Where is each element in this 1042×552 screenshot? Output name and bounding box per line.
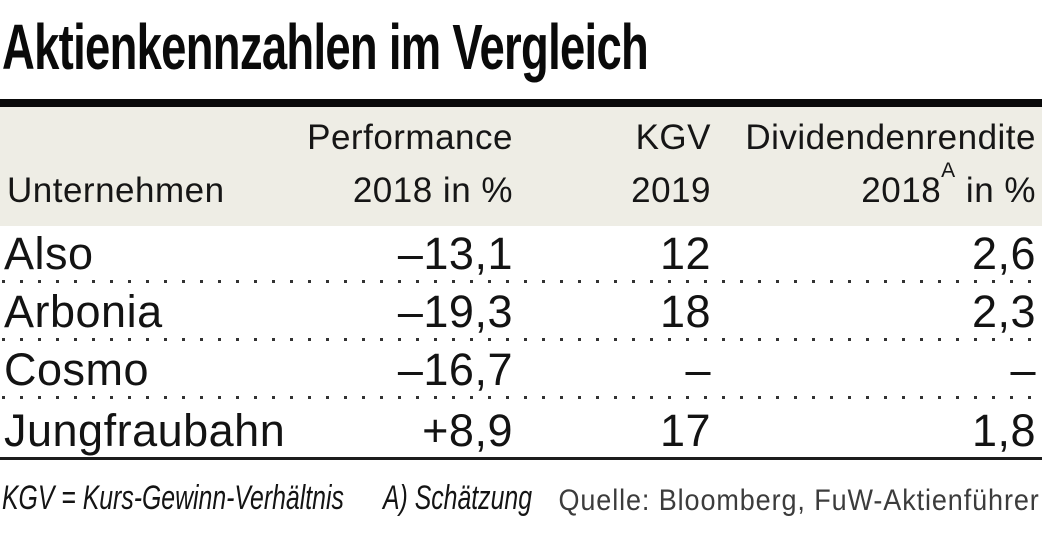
kgv-cell: 12 bbox=[659, 228, 711, 279]
unit-label: in % bbox=[955, 171, 1036, 210]
kgv-cell: – bbox=[685, 344, 711, 395]
table-header-row: Unternehmen Performance 2018 in % KGV 20… bbox=[0, 107, 1042, 226]
table-row: Arbonia –19,3 18 2,3 bbox=[0, 284, 1042, 338]
source-credit: Quelle: Bloomberg, FuW-Aktienführer bbox=[558, 484, 1040, 517]
company-cell: Arbonia bbox=[4, 286, 163, 337]
column-header-label: 2019 bbox=[631, 171, 711, 210]
column-header-label: KGV bbox=[635, 118, 711, 157]
column-header-unternehmen: Unternehmen bbox=[0, 107, 285, 226]
column-header-performance: Performance 2018 in % bbox=[285, 107, 513, 226]
column-header-dividendenrendite: Dividendenrendite 2018A in % bbox=[711, 107, 1042, 226]
table-bottom-rule bbox=[0, 457, 1042, 460]
column-header-kgv: KGV 2019 bbox=[513, 107, 711, 226]
estimate-note: A) Schätzung bbox=[383, 479, 533, 517]
dividend-cell: 1,8 bbox=[971, 405, 1036, 456]
column-header-label: 2018A in % bbox=[711, 160, 1036, 217]
performance-cell: –19,3 bbox=[397, 286, 513, 337]
column-header-label: Unternehmen bbox=[7, 171, 225, 210]
performance-cell: +8,9 bbox=[422, 405, 513, 456]
stock-metrics-table: Unternehmen Performance 2018 in % KGV 20… bbox=[0, 107, 1042, 460]
page-title: Aktienkennzahlen im Vergleich bbox=[2, 11, 649, 83]
performance-cell: –16,7 bbox=[397, 344, 513, 395]
dividend-cell: 2,3 bbox=[971, 286, 1036, 337]
column-header-label: 2018 in % bbox=[352, 171, 513, 210]
footnote-marker: A bbox=[941, 159, 956, 183]
dotted-row-separator bbox=[0, 338, 1042, 342]
title-rule bbox=[0, 99, 1042, 107]
table-row: Also –13,1 12 2,6 bbox=[0, 226, 1042, 280]
company-cell: Cosmo bbox=[4, 344, 150, 395]
dividend-cell: 2,6 bbox=[971, 228, 1036, 279]
table-row: Jungfraubahn +8,9 17 1,8 bbox=[0, 400, 1042, 457]
kgv-cell: 17 bbox=[659, 405, 711, 456]
table-footnotes: KGV = Kurs-Gewinn-Verhältnis A) Schätzun… bbox=[0, 461, 1042, 552]
table-row: Cosmo –16,7 – – bbox=[0, 342, 1042, 396]
performance-cell: –13,1 bbox=[397, 228, 513, 279]
column-header-label: Performance bbox=[307, 118, 513, 157]
dividend-cell: – bbox=[1010, 344, 1036, 395]
company-cell: Jungfraubahn bbox=[4, 405, 286, 456]
kgv-definition-note: KGV = Kurs-Gewinn-Verhältnis bbox=[2, 479, 344, 517]
company-cell: Also bbox=[4, 228, 94, 279]
kgv-cell: 18 bbox=[659, 286, 711, 337]
dotted-row-separator bbox=[0, 396, 1042, 400]
year-label: 2018 bbox=[861, 171, 942, 210]
column-header-label: Dividendenrendite bbox=[745, 118, 1036, 157]
dotted-row-separator bbox=[0, 280, 1042, 284]
